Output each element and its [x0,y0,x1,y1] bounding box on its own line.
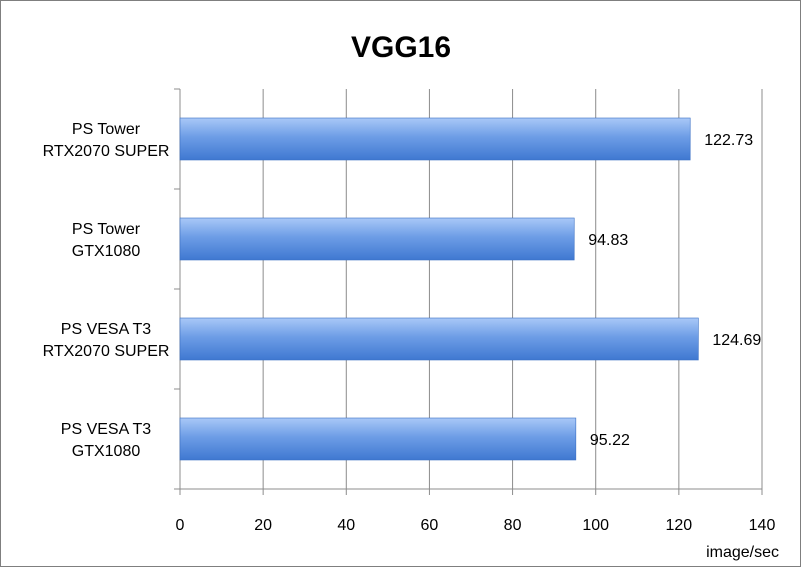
bar-2 [179,317,699,361]
category-label: PS VESA T3 [61,321,152,338]
data-label: 124.69 [712,332,761,349]
x-tick-label: 120 [666,517,693,534]
bar-1 [179,217,575,261]
x-tick-label: 60 [421,517,439,534]
data-label: 95.22 [590,432,630,449]
x-tick-label: 20 [254,517,272,534]
category-label: RTX2070 SUPER [43,343,170,360]
bar-0 [179,117,691,161]
bar-3 [179,417,577,461]
x-tick-label: 140 [749,517,776,534]
bars [179,117,699,461]
data-label: 94.83 [588,232,628,249]
category-label: RTX2070 SUPER [43,143,170,160]
x-tick-label: 0 [176,517,185,534]
category-label: PS Tower [72,121,141,138]
chart-title: VGG16 [351,31,451,64]
x-tick-label: 40 [337,517,355,534]
category-label: PS Tower [72,221,141,238]
x-tick-label: 100 [582,517,609,534]
data-label: 122.73 [704,132,753,149]
category-label: GTX1080 [72,243,141,260]
category-label: GTX1080 [72,443,141,460]
x-axis-label: image/sec [706,544,779,561]
labels: 0 20 40 60 80 100 120 140 PS Tower RTX2070 SUPER 1… [43,121,776,534]
category-label: PS VESA T3 [61,421,152,438]
x-tick-label: 80 [504,517,522,534]
